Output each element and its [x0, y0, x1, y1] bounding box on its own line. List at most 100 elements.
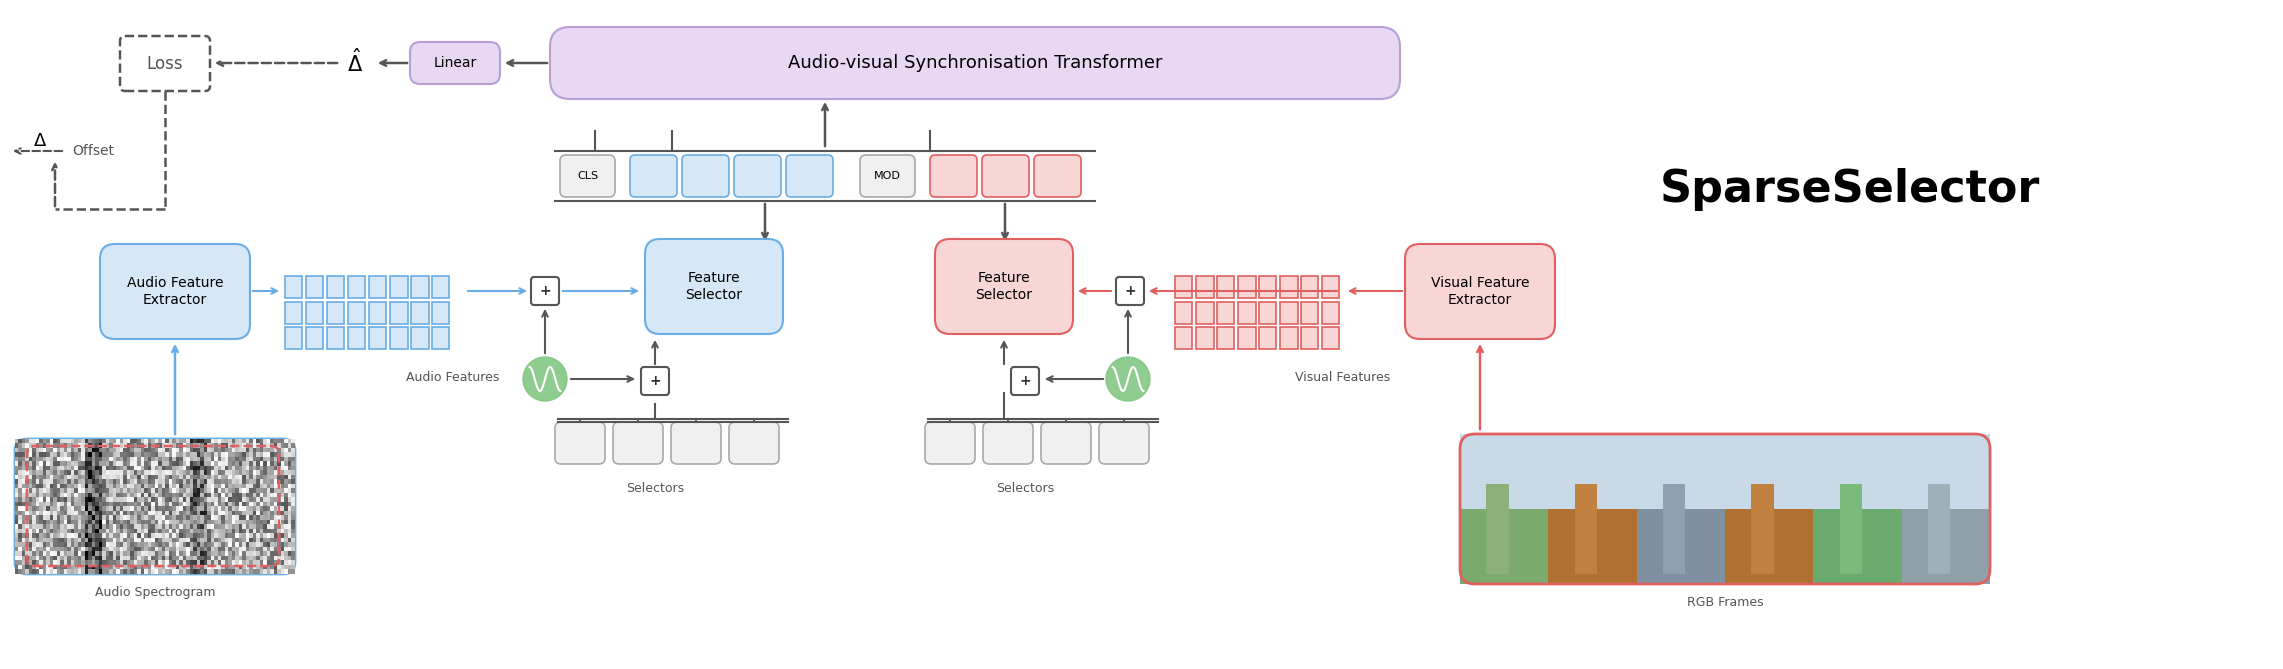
Bar	[1237, 276, 1256, 298]
Bar	[431, 327, 450, 349]
FancyBboxPatch shape	[550, 27, 1399, 99]
Text: Selectors: Selectors	[995, 482, 1055, 495]
Bar	[306, 276, 324, 298]
Bar	[1813, 509, 1902, 584]
Bar	[326, 276, 345, 298]
Bar	[1196, 302, 1215, 324]
FancyBboxPatch shape	[646, 239, 783, 334]
Bar	[1301, 276, 1320, 298]
Text: CLS: CLS	[578, 171, 598, 181]
Bar	[370, 302, 386, 324]
Bar	[1281, 276, 1297, 298]
FancyBboxPatch shape	[1404, 244, 1555, 339]
FancyBboxPatch shape	[559, 155, 614, 197]
Bar	[1176, 276, 1192, 298]
Text: Offset: Offset	[73, 144, 114, 158]
Text: +: +	[1018, 374, 1032, 388]
Bar	[1281, 327, 1297, 349]
Bar	[1217, 327, 1235, 349]
Bar	[1217, 302, 1235, 324]
Text: SparseSelector: SparseSelector	[1660, 167, 2041, 211]
Bar	[390, 327, 406, 349]
FancyBboxPatch shape	[1041, 422, 1091, 464]
Circle shape	[1105, 357, 1151, 401]
Bar	[370, 276, 386, 298]
Bar	[1637, 434, 1726, 509]
FancyBboxPatch shape	[671, 422, 721, 464]
Bar	[1726, 509, 1813, 584]
Bar	[1258, 302, 1276, 324]
Bar	[1461, 509, 1548, 584]
Bar	[411, 276, 429, 298]
Bar	[1301, 327, 1320, 349]
Bar	[1902, 434, 1991, 509]
Bar	[1237, 302, 1256, 324]
Bar	[411, 302, 429, 324]
Text: +: +	[648, 374, 660, 388]
Bar	[1486, 484, 1509, 574]
FancyBboxPatch shape	[929, 155, 977, 197]
Bar	[326, 302, 345, 324]
Text: Audio Features: Audio Features	[406, 371, 500, 384]
Bar	[326, 327, 345, 349]
Bar	[285, 327, 304, 349]
Bar	[1813, 434, 1902, 509]
Bar	[285, 276, 304, 298]
Bar	[1196, 327, 1215, 349]
Text: Selectors: Selectors	[626, 482, 685, 495]
FancyBboxPatch shape	[1116, 277, 1144, 305]
Bar	[431, 302, 450, 324]
Bar	[390, 302, 406, 324]
Bar	[1548, 509, 1637, 584]
Bar	[347, 327, 365, 349]
Text: Audio-visual Synchronisation Transformer: Audio-visual Synchronisation Transformer	[788, 54, 1162, 72]
FancyBboxPatch shape	[642, 367, 669, 395]
Bar	[1929, 484, 1950, 574]
FancyBboxPatch shape	[532, 277, 559, 305]
Text: +: +	[539, 284, 550, 298]
Bar	[347, 302, 365, 324]
Text: $\Delta$: $\Delta$	[32, 132, 48, 150]
Bar	[347, 276, 365, 298]
Bar	[1196, 276, 1215, 298]
Text: Audio Spectrogram: Audio Spectrogram	[96, 586, 215, 599]
Bar	[1322, 327, 1340, 349]
Bar	[1237, 327, 1256, 349]
Circle shape	[523, 357, 566, 401]
FancyBboxPatch shape	[925, 422, 975, 464]
Bar	[1575, 484, 1596, 574]
FancyBboxPatch shape	[683, 155, 728, 197]
Text: Linear: Linear	[434, 56, 477, 70]
FancyBboxPatch shape	[936, 239, 1073, 334]
Text: RGB Frames: RGB Frames	[1687, 596, 1762, 609]
Bar	[1840, 484, 1863, 574]
Text: Loss: Loss	[146, 54, 183, 72]
Bar	[1548, 434, 1637, 509]
Text: +: +	[1123, 284, 1137, 298]
FancyBboxPatch shape	[411, 42, 500, 84]
Bar	[1281, 302, 1297, 324]
FancyBboxPatch shape	[100, 244, 251, 339]
Bar	[390, 276, 406, 298]
FancyBboxPatch shape	[1011, 367, 1039, 395]
Bar	[1258, 276, 1276, 298]
Text: Feature
Selector: Feature Selector	[685, 272, 742, 302]
Text: Visual Feature
Extractor: Visual Feature Extractor	[1431, 276, 1530, 306]
FancyBboxPatch shape	[1098, 422, 1148, 464]
FancyBboxPatch shape	[630, 155, 678, 197]
FancyBboxPatch shape	[728, 422, 779, 464]
FancyBboxPatch shape	[1034, 155, 1080, 197]
Text: Audio Feature
Extractor: Audio Feature Extractor	[128, 276, 224, 306]
Bar	[411, 327, 429, 349]
Bar	[1176, 302, 1192, 324]
FancyBboxPatch shape	[735, 155, 781, 197]
Text: Visual Features: Visual Features	[1294, 371, 1390, 384]
Bar	[1664, 484, 1685, 574]
Text: MOD: MOD	[874, 171, 902, 181]
FancyBboxPatch shape	[555, 422, 605, 464]
Bar	[306, 302, 324, 324]
FancyBboxPatch shape	[982, 155, 1030, 197]
Bar	[285, 302, 304, 324]
FancyBboxPatch shape	[984, 422, 1032, 464]
FancyBboxPatch shape	[785, 155, 833, 197]
